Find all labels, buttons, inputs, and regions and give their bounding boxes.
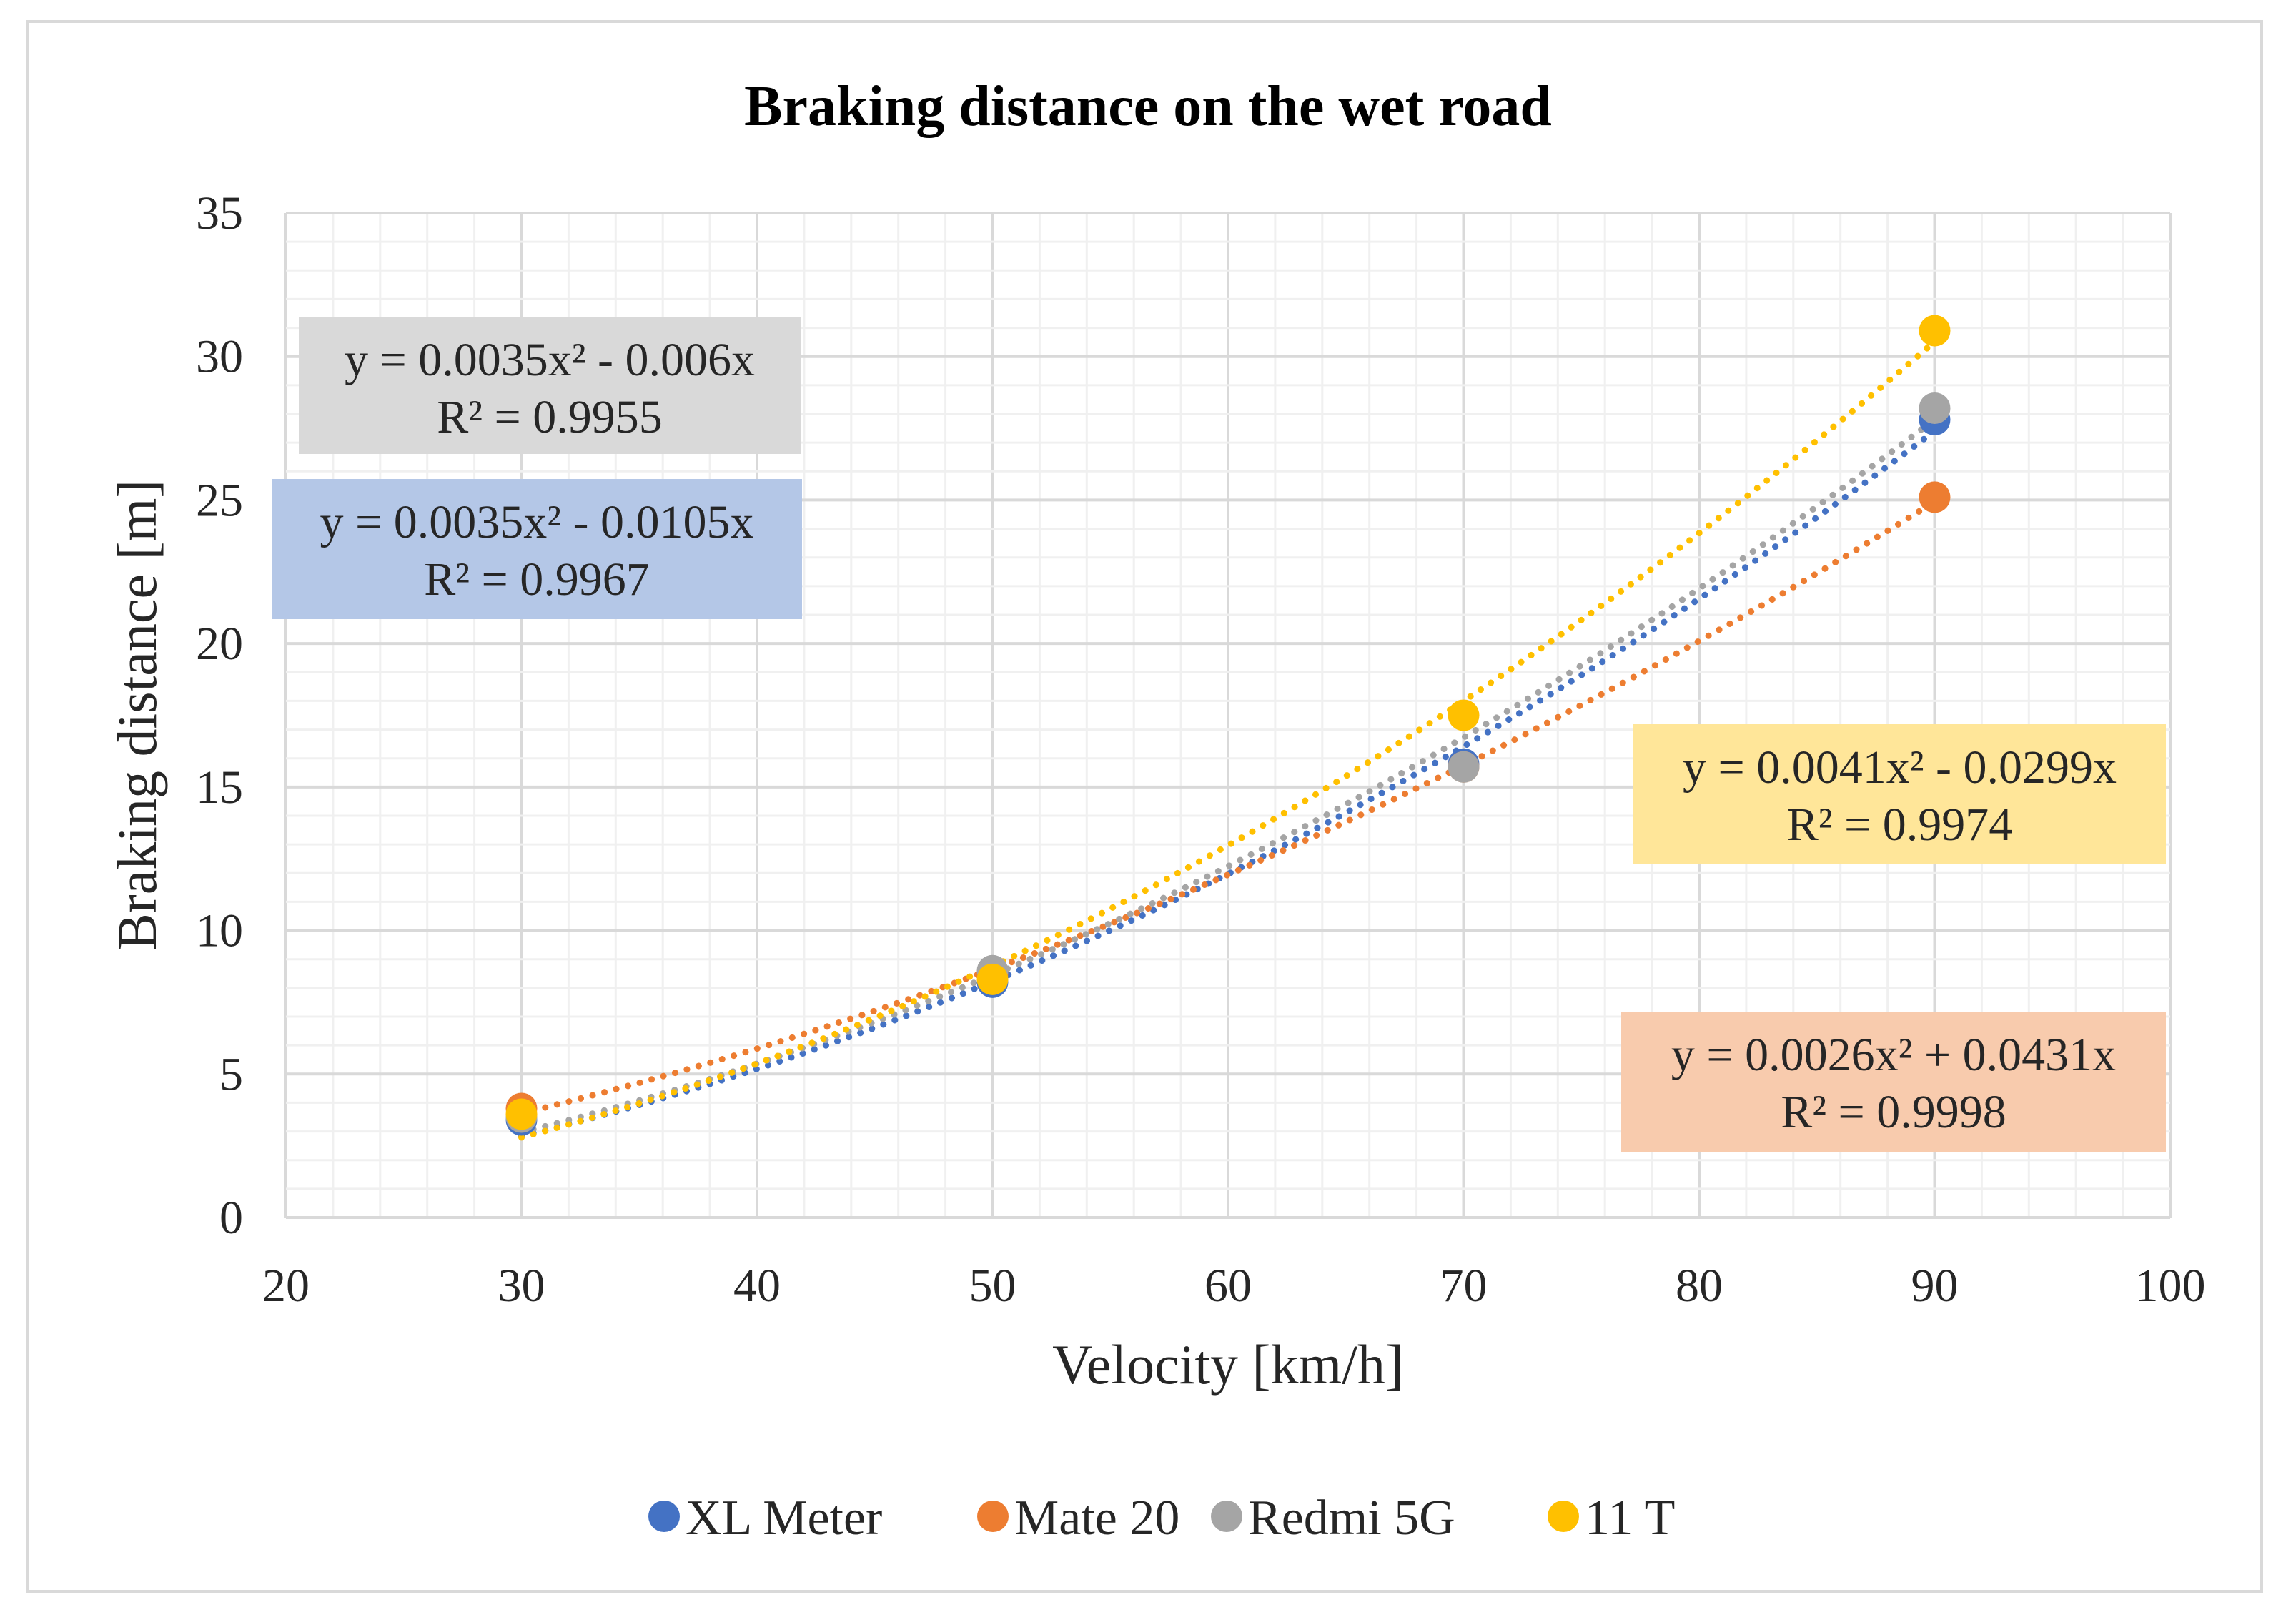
x-tick-label: 90 [1911, 1260, 1959, 1312]
trendlines [518, 338, 1938, 1141]
y-tick-label: 15 [196, 761, 243, 814]
x-tick-label: 60 [1204, 1260, 1252, 1312]
equation-box-mate-20 [1621, 1012, 2166, 1152]
axis-ticks: 20 30 40 50 60 70 80 90 100 0 5 10 15 20 25 30 35 [196, 187, 2206, 1312]
legend-marker-redmi-5g [1211, 1501, 1242, 1532]
trendline-equation-xl-meter: y = 0.0035x² - 0.0105x [320, 496, 754, 548]
r-squared-11-t: R² = 0.9974 [1787, 799, 2013, 851]
y-tick-label: 5 [219, 1048, 243, 1100]
chart-title: Braking distance on the wet road [744, 75, 1552, 138]
trendline-equation-mate-20: y = 0.0026x² + 0.0431x [1671, 1029, 2116, 1081]
legend-label-mate-20: Mate 20 [1014, 1491, 1179, 1546]
x-tick-label: 40 [733, 1260, 781, 1312]
y-tick-label: 0 [219, 1192, 243, 1244]
data-points [505, 315, 1951, 1136]
legend-marker-mate-20 [977, 1501, 1009, 1532]
trendline-equation-redmi-5g: y = 0.0035x² - 0.006x [345, 334, 755, 386]
point-mate-20 [1919, 481, 1951, 513]
x-tick-label: 80 [1676, 1260, 1723, 1312]
x-tick-label: 100 [2135, 1260, 2206, 1312]
legend: XL Meter Mate 20 Redmi 5G 11 T [648, 1491, 1675, 1546]
y-tick-label: 25 [196, 474, 243, 526]
legend-marker-xl-meter [648, 1501, 680, 1532]
equation-box-redmi-5g [299, 317, 801, 454]
equation-box-xl-meter [272, 479, 802, 619]
point-11-t [976, 963, 1009, 995]
y-tick-label: 10 [196, 905, 243, 957]
point-11-t [505, 1098, 538, 1130]
x-tick-label: 20 [262, 1260, 310, 1312]
y-tick-label: 20 [196, 618, 243, 670]
r-squared-redmi-5g: R² = 0.9955 [437, 391, 663, 443]
y-axis-label: Braking distance [m] [106, 480, 168, 950]
equation-box-11-t [1633, 724, 2166, 864]
point-11-t [1919, 315, 1951, 347]
legend-marker-11-t [1548, 1501, 1579, 1532]
point-redmi-5g [1919, 392, 1951, 424]
legend-label-11-t: 11 T [1585, 1491, 1675, 1546]
r-squared-xl-meter: R² = 0.9967 [424, 553, 650, 606]
x-tick-label: 70 [1440, 1260, 1488, 1312]
x-tick-label: 50 [969, 1260, 1016, 1312]
y-tick-label: 30 [196, 331, 243, 383]
r-squared-mate-20: R² = 0.9998 [1781, 1086, 2006, 1138]
legend-label-xl-meter: XL Meter [686, 1491, 882, 1546]
trendline-equation-11-t: y = 0.0041x² - 0.0299x [1683, 741, 2117, 794]
y-tick-label: 35 [196, 187, 243, 239]
x-axis-label: Velocity [km/h] [1052, 1333, 1404, 1396]
point-11-t [1448, 699, 1480, 731]
trendline-mate-20 [518, 498, 1938, 1117]
legend-label-redmi-5g: Redmi 5G [1248, 1491, 1455, 1546]
x-tick-label: 30 [498, 1260, 545, 1312]
point-redmi-5g [1448, 751, 1480, 783]
trendline-11-t [518, 338, 1938, 1141]
